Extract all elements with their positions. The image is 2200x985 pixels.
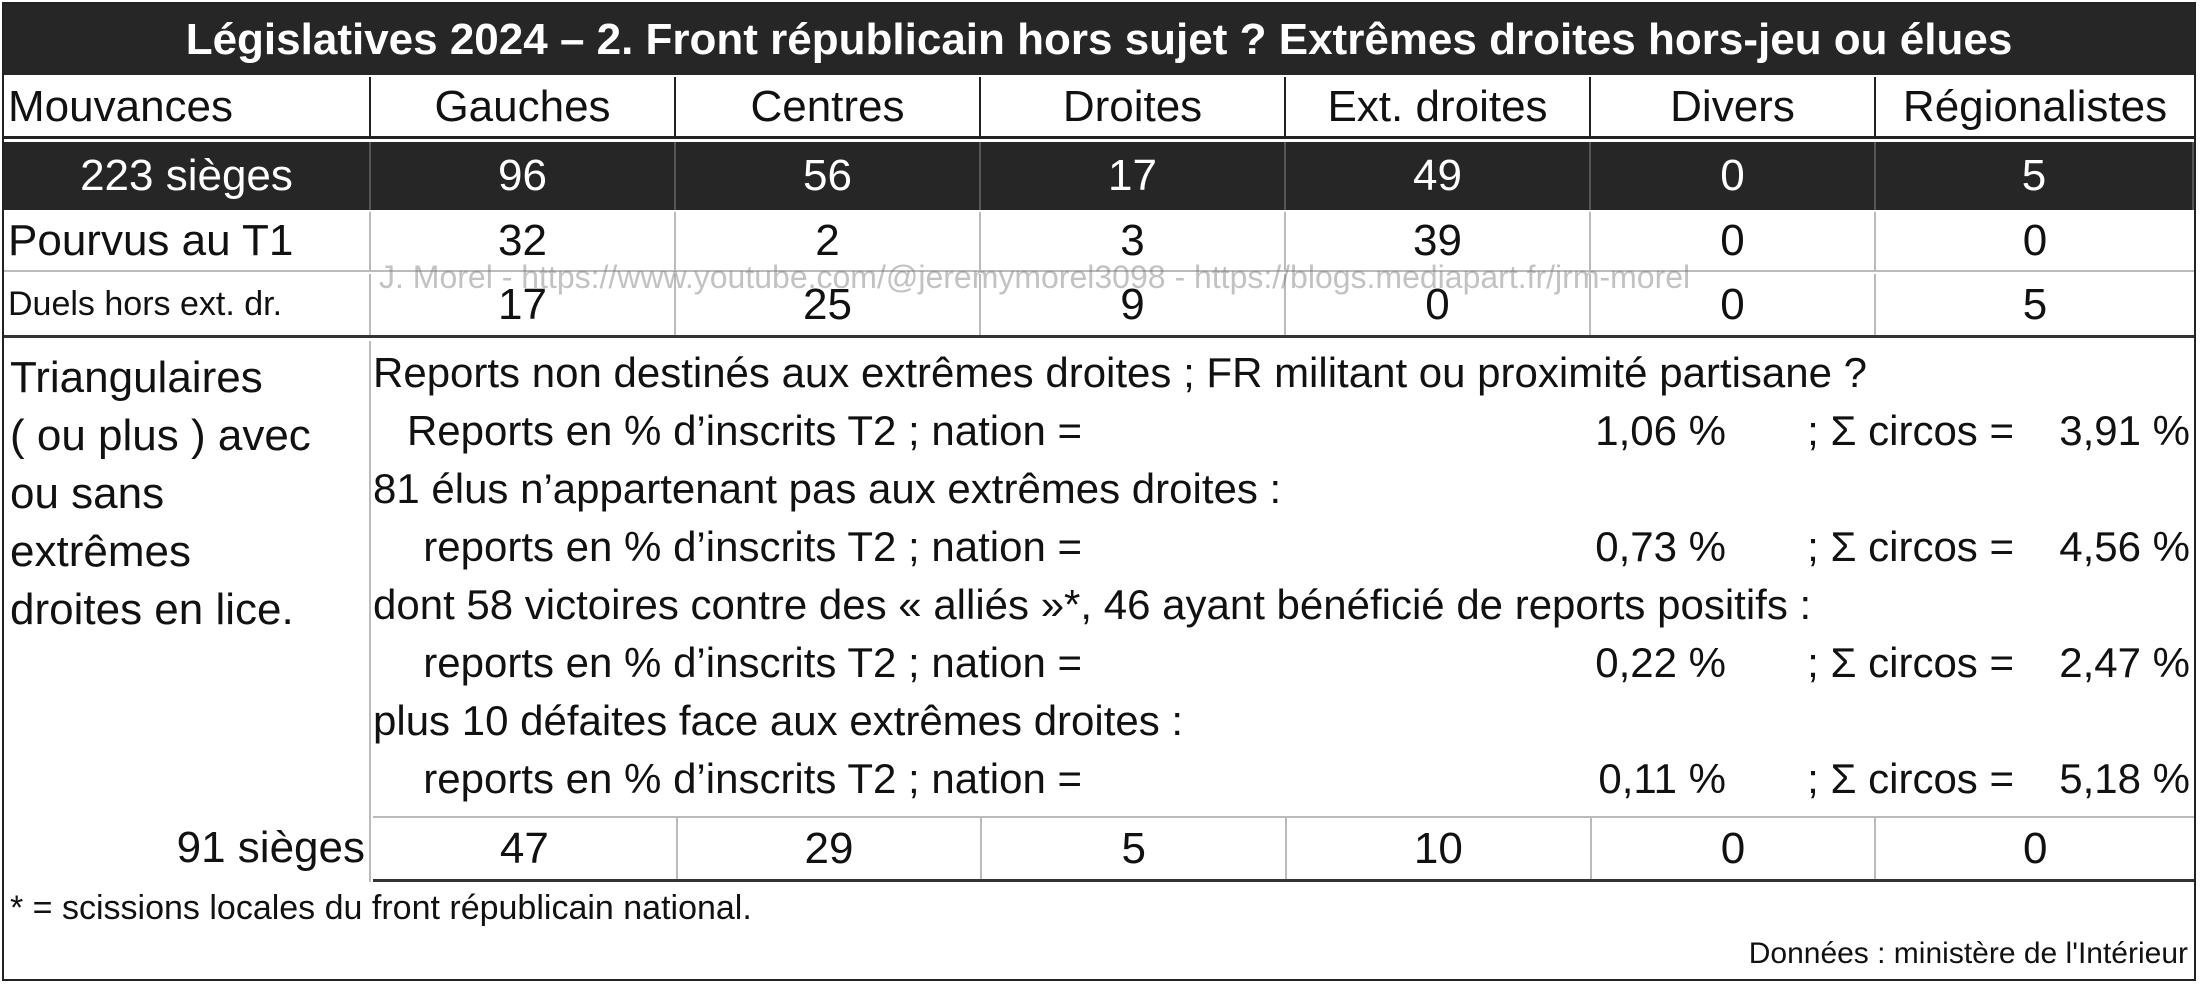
table-cell: 5 bbox=[1876, 142, 2194, 210]
table-cell: 0 bbox=[2022, 823, 2048, 873]
table-cell: 0 bbox=[1286, 274, 1591, 335]
triangulaires-seats-row: 47 29 5 10 0 0 bbox=[373, 816, 2194, 882]
report-nation: 0,11 % bbox=[1598, 755, 1726, 802]
header-cell: Mouvances bbox=[4, 77, 371, 136]
source-note: Données : ministère de l'Intérieur bbox=[1748, 937, 2188, 970]
table-cell: 5 bbox=[982, 818, 1288, 879]
table-cell: 9 bbox=[981, 274, 1286, 335]
table-cell: 2 bbox=[676, 212, 981, 270]
table-cell: 56 bbox=[676, 142, 981, 210]
header-cell: Droites bbox=[981, 77, 1286, 136]
label-line: droites en lice. bbox=[10, 585, 294, 634]
header-cell: Centres bbox=[676, 77, 981, 136]
table-cell: 0 bbox=[1592, 818, 1877, 879]
table-title: Législatives 2024 – 2. Front républicain… bbox=[4, 4, 2194, 75]
report-label: reports en % d’inscrits T2 ; nation = bbox=[423, 639, 1082, 686]
seats-row: 223 sièges 96 56 17 49 0 5 bbox=[4, 142, 2194, 210]
detail-line: dont 58 victoires contre des « alliés »*… bbox=[373, 581, 1812, 628]
triangulaires-details: Reports non destinés aux extrêmes droite… bbox=[373, 341, 2194, 814]
table-cell: 0 bbox=[2022, 216, 2048, 265]
header-row: Mouvances Gauches Centres Droites Ext. d… bbox=[4, 77, 2194, 139]
table-cell: 10 bbox=[1287, 818, 1592, 879]
report-circos-label: ; Σ circos = bbox=[1807, 523, 2014, 570]
report-circos: 3,91 % bbox=[2059, 407, 2190, 454]
footnote: * = scissions locales du front républica… bbox=[10, 889, 752, 927]
detail-line: 81 élus n’appartenant pas aux extrêmes d… bbox=[373, 465, 1282, 512]
report-label: reports en % d’inscrits T2 ; nation = bbox=[423, 523, 1082, 570]
report-circos: 4,56 % bbox=[2059, 523, 2190, 570]
label-line: Triangulaires bbox=[10, 353, 263, 402]
report-nation: 0,22 % bbox=[1595, 639, 1726, 686]
table-cell: 3 bbox=[981, 212, 1286, 270]
report-circos-label: ; Σ circos = bbox=[1807, 755, 2014, 802]
report-circos-label: ; Σ circos = bbox=[1807, 407, 2014, 454]
report-label: reports en % d’inscrits T2 ; nation = bbox=[423, 755, 1082, 802]
table-row: Duels hors ext. dr. 17 25 9 0 0 5 bbox=[4, 274, 2194, 338]
header-cell: Gauches bbox=[371, 77, 676, 136]
table-cell: 29 bbox=[678, 818, 983, 879]
detail-line: Reports non destinés aux extrêmes droite… bbox=[373, 349, 1868, 396]
report-circos-label: ; Σ circos = bbox=[1807, 639, 2014, 686]
table-cell: 223 sièges bbox=[4, 142, 371, 210]
table-cell: 96 bbox=[371, 142, 676, 210]
header-cell: Régionalistes bbox=[1902, 81, 2168, 131]
table-cell: 39 bbox=[1286, 212, 1591, 270]
detail-line: plus 10 défaites face aux extrêmes droit… bbox=[373, 697, 1184, 744]
label-line: extrêmes bbox=[10, 527, 191, 576]
header-cell: Divers bbox=[1591, 77, 1876, 136]
table-cell: 0 bbox=[1591, 142, 1876, 210]
label-line: ( ou plus ) avec bbox=[10, 411, 311, 460]
report-circos: 2,47 % bbox=[2059, 639, 2190, 686]
report-nation: 0,73 % bbox=[1595, 523, 1726, 570]
table-cell: 25 bbox=[676, 274, 981, 335]
table-cell: 49 bbox=[1286, 142, 1591, 210]
row-label: Duels hors ext. dr. bbox=[4, 274, 371, 335]
label-line: ou sans bbox=[10, 469, 165, 518]
table-cell: 0 bbox=[1591, 212, 1876, 270]
table-cell: 17 bbox=[371, 274, 676, 335]
report-circos: 5,18 % bbox=[2059, 755, 2190, 802]
seats-label: 91 sièges bbox=[4, 814, 371, 882]
row-label: Pourvus au T1 bbox=[4, 212, 371, 270]
table-cell: 5 bbox=[2022, 279, 2048, 329]
report-label: Reports en % d’inscrits T2 ; nation = bbox=[406, 407, 1082, 454]
table-cell: 17 bbox=[981, 142, 1286, 210]
header-cell: Ext. droites bbox=[1286, 77, 1591, 136]
table-cell: 32 bbox=[371, 212, 676, 270]
table-cell: 47 bbox=[373, 818, 678, 879]
table-cell: 0 bbox=[1591, 274, 1876, 335]
triangulaires-label: Triangulaires ( ou plus ) avec ou sans e… bbox=[4, 341, 371, 814]
table-row: Pourvus au T1 32 2 3 39 0 0 bbox=[4, 212, 2194, 272]
report-nation: 1,06 % bbox=[1595, 407, 1726, 454]
